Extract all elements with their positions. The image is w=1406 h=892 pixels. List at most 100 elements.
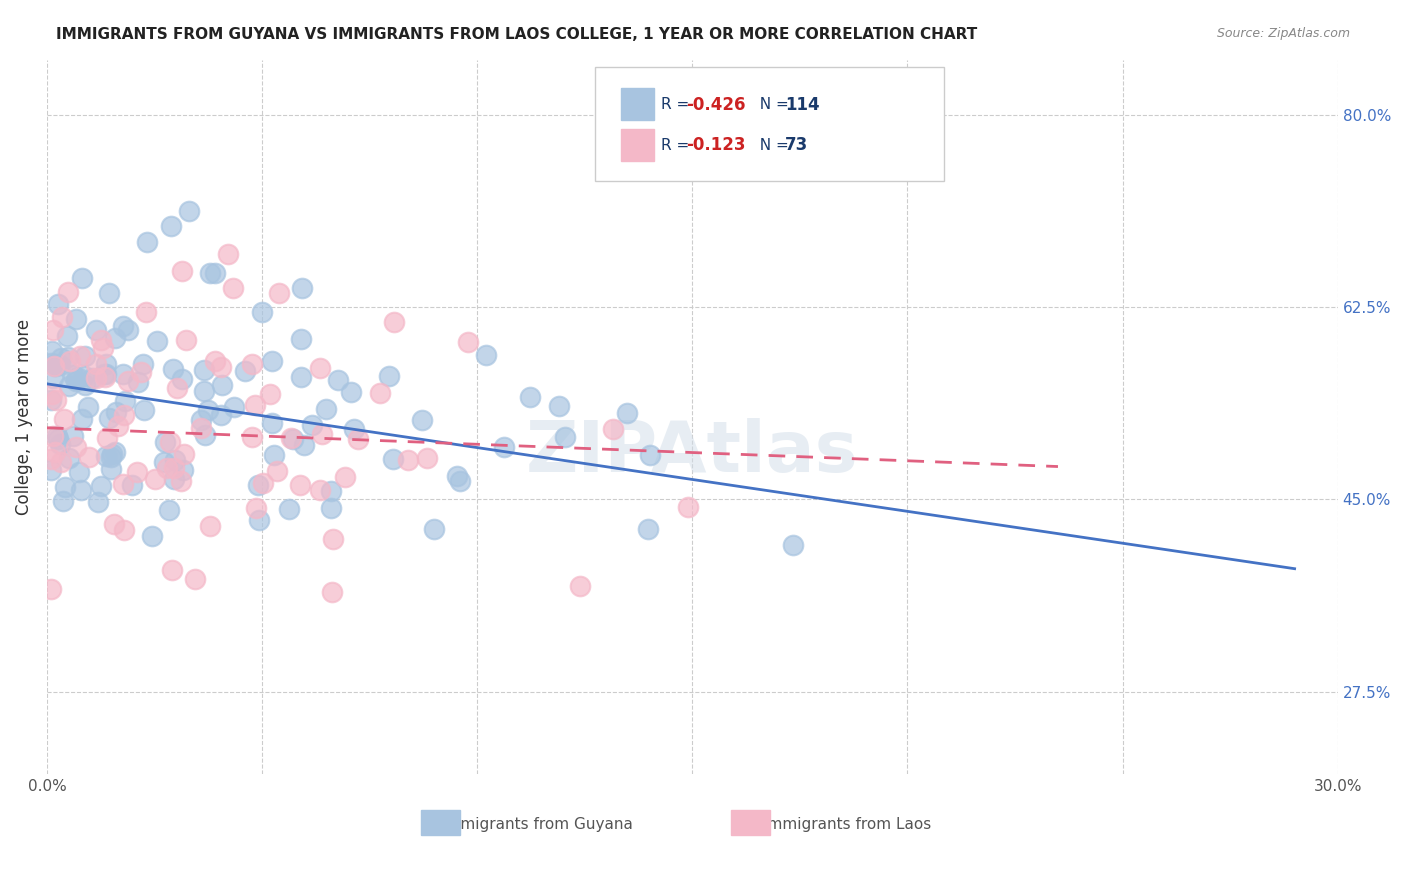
- Point: [112, 408, 135, 422]
- Point: [105, 404, 128, 418]
- Point: [127, 465, 149, 479]
- Point: [75, 378, 97, 392]
- Point: [70, 483, 93, 497]
- Point: [49, 437, 72, 451]
- Y-axis label: College, 1 year or more: College, 1 year or more: [15, 318, 32, 515]
- Point: [309, 361, 332, 376]
- Point: [457, 335, 479, 350]
- Point: [221, 281, 243, 295]
- Point: [132, 357, 155, 371]
- Point: [411, 413, 433, 427]
- Point: [96, 368, 118, 382]
- Point: [39, 452, 62, 467]
- Point: [70, 412, 93, 426]
- Point: [217, 247, 239, 261]
- Point: [290, 281, 312, 295]
- Point: [247, 477, 270, 491]
- Point: [554, 430, 576, 444]
- Point: [146, 334, 169, 348]
- Point: [197, 403, 219, 417]
- Point: [163, 461, 186, 475]
- Point: [233, 364, 256, 378]
- Point: [281, 432, 304, 446]
- Point: [127, 375, 149, 389]
- Point: [117, 323, 139, 337]
- Point: [42, 429, 65, 443]
- Point: [449, 474, 471, 488]
- Text: -0.426: -0.426: [686, 95, 745, 113]
- Point: [170, 475, 193, 489]
- Point: [86, 357, 108, 371]
- Point: [52, 411, 75, 425]
- Point: [100, 462, 122, 476]
- Point: [245, 398, 267, 412]
- Point: [292, 438, 315, 452]
- Point: [333, 469, 356, 483]
- Point: [637, 522, 659, 536]
- Point: [288, 478, 311, 492]
- Point: [103, 517, 125, 532]
- Text: Immigrants from Guyana: Immigrants from Guyana: [441, 816, 633, 831]
- Point: [446, 469, 468, 483]
- Point: [319, 500, 342, 515]
- Point: [315, 401, 337, 416]
- Point: [135, 305, 157, 319]
- Point: [46, 428, 69, 442]
- Point: [49, 351, 72, 366]
- Text: R =: R =: [661, 138, 695, 153]
- Point: [194, 428, 217, 442]
- Bar: [621, 129, 654, 161]
- Point: [44, 357, 66, 371]
- Point: [39, 462, 62, 476]
- Point: [93, 341, 115, 355]
- Point: [39, 356, 62, 370]
- Point: [263, 448, 285, 462]
- Point: [326, 373, 349, 387]
- Bar: [731, 810, 769, 835]
- Point: [103, 445, 125, 459]
- Text: N =: N =: [751, 97, 794, 112]
- Text: Source: ZipAtlas.com: Source: ZipAtlas.com: [1216, 27, 1350, 40]
- Point: [311, 426, 333, 441]
- Point: [141, 529, 163, 543]
- Point: [156, 461, 179, 475]
- Text: -0.123: -0.123: [686, 136, 745, 154]
- Point: [73, 369, 96, 384]
- Point: [193, 363, 215, 377]
- Bar: [422, 810, 460, 835]
- Point: [107, 418, 129, 433]
- Point: [211, 378, 233, 392]
- Text: N =: N =: [751, 138, 794, 153]
- Point: [41, 387, 63, 401]
- Point: [93, 368, 115, 382]
- Point: [112, 319, 135, 334]
- Point: [65, 312, 87, 326]
- Point: [290, 369, 312, 384]
- Bar: [621, 88, 654, 120]
- Point: [259, 387, 281, 401]
- Point: [48, 297, 70, 311]
- Point: [173, 447, 195, 461]
- Point: [98, 410, 121, 425]
- FancyBboxPatch shape: [596, 67, 943, 181]
- Point: [84, 371, 107, 385]
- Point: [247, 513, 270, 527]
- Point: [184, 573, 207, 587]
- Point: [166, 381, 188, 395]
- Point: [616, 406, 638, 420]
- Point: [638, 448, 661, 462]
- Point: [198, 266, 221, 280]
- Point: [96, 431, 118, 445]
- Point: [163, 472, 186, 486]
- Point: [190, 421, 212, 435]
- Point: [111, 367, 134, 381]
- Text: 73: 73: [785, 136, 808, 154]
- Point: [44, 359, 66, 374]
- Point: [396, 453, 419, 467]
- Point: [193, 384, 215, 398]
- Point: [62, 429, 84, 443]
- Point: [378, 368, 401, 383]
- Point: [112, 524, 135, 538]
- Point: [204, 354, 226, 368]
- Point: [301, 417, 323, 432]
